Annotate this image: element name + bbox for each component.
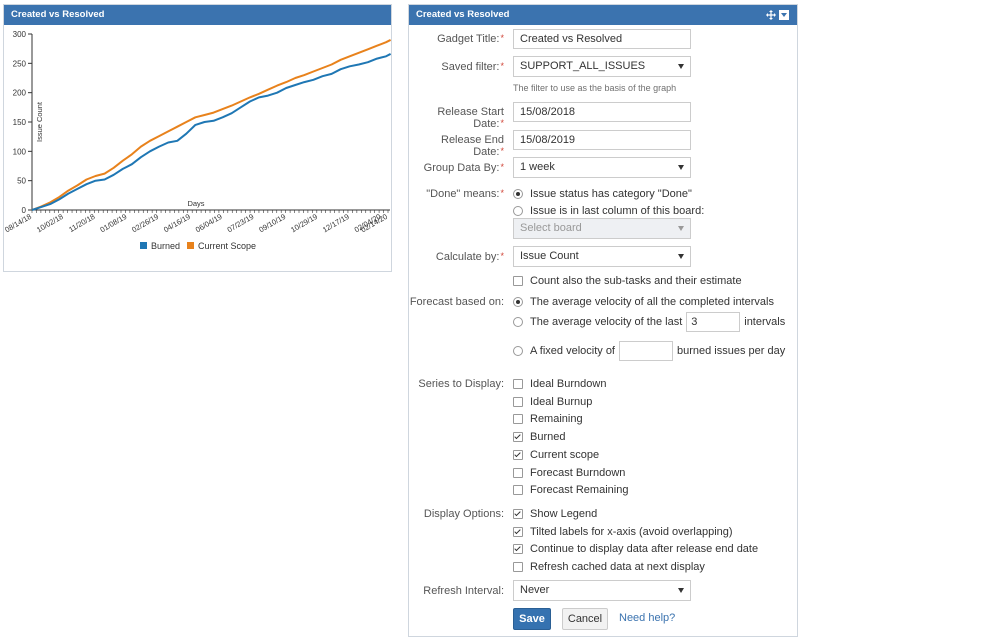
series-option[interactable]: Forecast Burndown bbox=[513, 467, 625, 479]
cancel-button[interactable]: Cancel bbox=[562, 608, 608, 630]
x-tick-label: 07/23/19 bbox=[226, 212, 256, 234]
checkbox-icon[interactable] bbox=[513, 509, 523, 519]
calculate-by-label: Calculate by:* bbox=[435, 251, 504, 263]
done-option-board[interactable]: Issue is in last column of this board: bbox=[513, 205, 704, 217]
release-end-input[interactable]: 15/08/2019 bbox=[513, 130, 691, 150]
release-start-input[interactable]: 15/08/2018 bbox=[513, 102, 691, 122]
display-option[interactable]: Continue to display data after release e… bbox=[513, 543, 758, 555]
help-link[interactable]: Need help? bbox=[619, 612, 676, 624]
group-by-select[interactable]: 1 week bbox=[513, 157, 691, 178]
checkbox-icon[interactable] bbox=[513, 467, 523, 478]
chevron-down-icon bbox=[678, 226, 684, 231]
select-board: Select board bbox=[513, 218, 691, 239]
checkbox-icon[interactable] bbox=[513, 562, 523, 573]
series-option[interactable]: Forecast Remaining bbox=[513, 484, 628, 496]
y-tick-label: 150 bbox=[13, 118, 27, 127]
checkbox-icon[interactable] bbox=[513, 276, 523, 286]
x-tick-label: 12/17/19 bbox=[321, 212, 351, 234]
config-gadget-header: Created vs Resolved bbox=[409, 5, 797, 25]
refresh-interval-select[interactable]: Never bbox=[513, 580, 691, 601]
checkbox-icon[interactable] bbox=[513, 432, 523, 443]
chevron-down-icon bbox=[678, 64, 684, 69]
x-tick-label: 08/14/18 bbox=[4, 212, 33, 234]
x-tick-label: 10/29/19 bbox=[289, 212, 319, 234]
saved-filter-label: Saved filter:* bbox=[441, 61, 504, 73]
x-tick-label: 10/02/18 bbox=[35, 212, 65, 234]
forecast-option-last[interactable]: The average velocity of the last 3 interva… bbox=[513, 312, 785, 332]
saved-filter-select[interactable]: SUPPORT_ALL_ISSUES bbox=[513, 56, 691, 77]
display-option[interactable]: Refresh cached data at next display bbox=[513, 561, 705, 573]
radio-icon[interactable] bbox=[513, 297, 523, 307]
release-end-label: Release End Date:* bbox=[441, 134, 504, 158]
y-tick-label: 50 bbox=[17, 177, 26, 186]
series-line-current-scope bbox=[31, 39, 391, 211]
radio-icon[interactable] bbox=[513, 346, 523, 356]
x-axis-title: Days bbox=[187, 199, 204, 208]
chart-gadget-title: Created vs Resolved bbox=[4, 5, 391, 25]
interval-count-input[interactable]: 3 bbox=[686, 312, 741, 332]
group-by-label: Group Data By:* bbox=[423, 162, 504, 174]
y-tick-label: 100 bbox=[13, 147, 27, 156]
series-option[interactable]: Ideal Burndown bbox=[513, 378, 606, 390]
series-option[interactable]: Current scope bbox=[513, 449, 599, 461]
chevron-down-icon bbox=[678, 165, 684, 170]
x-tick-label: 04/16/19 bbox=[162, 212, 192, 234]
refresh-interval-label: Refresh Interval: bbox=[423, 585, 504, 597]
save-button[interactable]: Save bbox=[513, 608, 551, 630]
forecast-option-average[interactable]: The average velocity of all the complete… bbox=[513, 296, 774, 308]
x-tick-label: 09/10/19 bbox=[257, 212, 287, 234]
legend-label: Current Scope bbox=[198, 241, 256, 251]
radio-icon[interactable] bbox=[513, 317, 523, 327]
chevron-down-icon bbox=[678, 254, 684, 259]
move-icon[interactable] bbox=[766, 10, 776, 20]
config-gadget: Created vs Resolved Gadget Title:* Creat… bbox=[408, 4, 798, 637]
calculate-by-select[interactable]: Issue Count bbox=[513, 246, 691, 267]
checkbox-icon[interactable] bbox=[513, 485, 523, 496]
y-tick-label: 0 bbox=[22, 206, 27, 215]
checkbox-icon[interactable] bbox=[513, 449, 523, 460]
chevron-down-icon bbox=[678, 588, 684, 593]
forecast-option-fixed[interactable]: A fixed velocity of burned issues per day bbox=[513, 341, 785, 361]
chart-gadget: Created vs Resolved 0 50 100 150 200 250 300 08… bbox=[3, 4, 392, 272]
forecast-label: Forecast based on: bbox=[409, 296, 504, 308]
series-option[interactable]: Burned bbox=[513, 431, 565, 443]
config-gadget-title: Created vs Resolved bbox=[416, 9, 510, 20]
legend-label: Burned bbox=[151, 241, 180, 251]
radio-icon[interactable] bbox=[513, 206, 523, 216]
burnup-chart: 0 50 100 150 200 250 300 08/14/18 10/02/18 11/20/… bbox=[4, 30, 391, 251]
x-tick-label: 02/26/19 bbox=[130, 212, 160, 234]
checkbox-icon[interactable] bbox=[513, 526, 523, 537]
radio-icon[interactable] bbox=[513, 189, 523, 199]
y-tick-label: 200 bbox=[13, 89, 27, 98]
fixed-velocity-input[interactable] bbox=[619, 341, 673, 361]
done-option-category[interactable]: Issue status has category "Done" bbox=[513, 188, 692, 200]
release-start-label: Release Start Date:* bbox=[437, 106, 504, 130]
checkbox-icon[interactable] bbox=[513, 379, 523, 389]
display-options-label: Display Options: bbox=[423, 508, 504, 520]
done-means-label: "Done" means:* bbox=[426, 188, 504, 200]
series-option[interactable]: Remaining bbox=[513, 413, 583, 425]
gadget-title-input[interactable]: Created vs Resolved bbox=[513, 29, 691, 49]
legend-swatch bbox=[140, 242, 147, 249]
gadget-menu-icon[interactable] bbox=[779, 10, 789, 20]
y-axis-title: Issue Count bbox=[35, 101, 44, 142]
x-tick-label: 11/20/18 bbox=[67, 212, 96, 234]
y-tick-label: 300 bbox=[13, 30, 27, 39]
display-option[interactable]: Tilted labels for x-axis (avoid overlapp… bbox=[513, 526, 733, 538]
series-line-burned bbox=[31, 53, 391, 211]
y-tick-label: 250 bbox=[13, 59, 27, 68]
x-tick-label: 01/08/19 bbox=[99, 212, 129, 234]
legend-swatch bbox=[187, 242, 194, 249]
display-option[interactable]: Show Legend bbox=[513, 508, 597, 520]
checkbox-icon[interactable] bbox=[513, 414, 523, 425]
checkbox-icon[interactable] bbox=[513, 544, 523, 555]
count-subtasks-option[interactable]: Count also the sub-tasks and their estim… bbox=[513, 275, 742, 287]
checkbox-icon[interactable] bbox=[513, 396, 523, 407]
saved-filter-hint: The filter to use as the basis of the gr… bbox=[513, 83, 677, 93]
series-option[interactable]: Ideal Burnup bbox=[513, 396, 592, 408]
gadget-title-label: Gadget Title:* bbox=[437, 33, 504, 45]
x-tick-label: 06/04/19 bbox=[194, 212, 224, 234]
series-label: Series to Display: bbox=[418, 378, 504, 390]
